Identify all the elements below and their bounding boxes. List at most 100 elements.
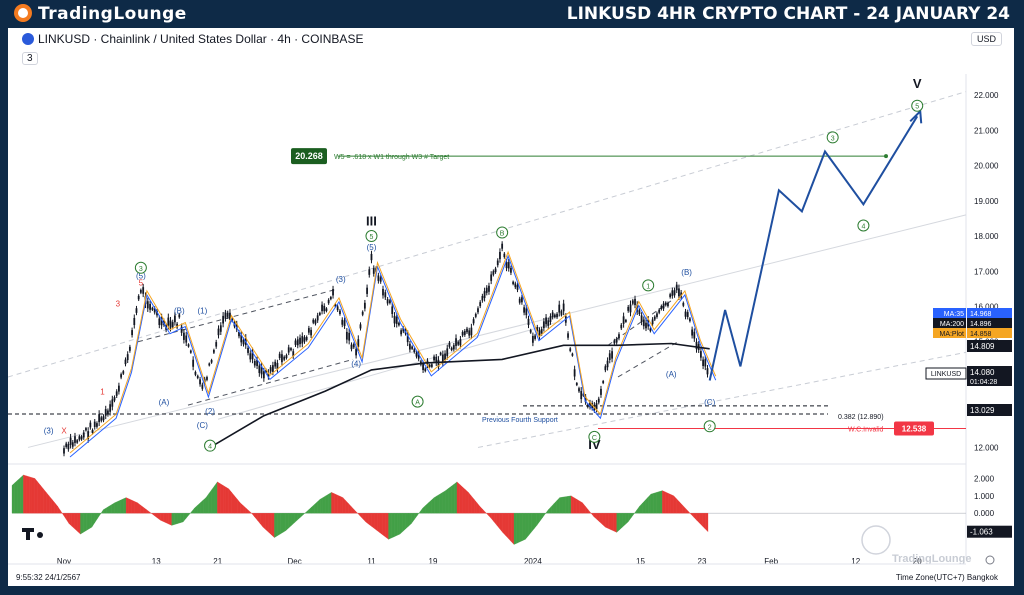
symbol-tag: LINKUSD: [931, 371, 961, 378]
candle-body: [352, 344, 355, 348]
oscillator-bar: [294, 513, 298, 524]
candle-body: [649, 328, 652, 332]
wave-channel-right-bottom: [617, 341, 679, 378]
candle-body: [69, 437, 72, 445]
candle-body: [569, 348, 572, 351]
oscillator-bar: [274, 513, 278, 538]
ma-tag-name: MA:200: [940, 321, 964, 328]
candle-body: [645, 322, 647, 329]
wave-circle-label: 3: [831, 135, 835, 142]
oscillator-bar: [434, 495, 438, 514]
candle-body: [256, 359, 258, 366]
candle-body: [305, 336, 308, 341]
target-badge: [291, 148, 327, 165]
oscillator-bar: [590, 513, 595, 518]
oscillator-bar: [311, 504, 315, 514]
candle-body: [589, 402, 591, 408]
oscillator-bar: [188, 511, 192, 516]
oscillator-bar: [528, 513, 532, 537]
candle-body: [139, 289, 142, 293]
chart-svg[interactable]: 12.00013.00014.00015.00016.00017.00018.0…: [8, 28, 1014, 586]
target-end-dot: [884, 154, 888, 159]
ma-value-bg: [967, 318, 1012, 328]
oscillator-bar: [88, 513, 93, 530]
candle-body: [514, 283, 517, 288]
target-label: W5 = .618 x W1 through W3 # Target: [334, 154, 449, 161]
ma-tag-name: MA:Plot: [939, 331, 964, 338]
candle-body: [435, 357, 438, 364]
candle-body: [120, 374, 123, 378]
oscillator-bar: [582, 502, 586, 514]
wave-circle-icon: [857, 219, 870, 232]
candle-body: [494, 268, 497, 273]
wave-circle-icon: [588, 430, 601, 443]
candle-body: [169, 320, 172, 328]
oscillator-bar: [163, 513, 167, 524]
oscillator-bar: [319, 497, 324, 514]
oscillator-bar: [662, 490, 666, 514]
candle-body: [343, 320, 346, 327]
indicator-count[interactable]: 3: [22, 52, 38, 65]
wave-label: 3: [116, 300, 121, 309]
candle-body: [229, 312, 231, 321]
oscillator-bar: [485, 511, 489, 516]
candle-body: [153, 308, 156, 313]
candle-body: [316, 315, 319, 321]
wave-label: V: [913, 76, 922, 91]
oscillator-bar: [605, 513, 609, 529]
candle-body: [149, 303, 151, 310]
wave-circle-label: 4: [208, 444, 212, 451]
candle-body: [602, 380, 605, 384]
candle-body: [122, 371, 125, 374]
candle-body: [357, 339, 360, 348]
oscillator-bar: [476, 502, 480, 514]
candle-body: [377, 275, 380, 281]
candle-body: [196, 375, 199, 379]
oscillator-bar: [251, 513, 255, 518]
candle-body: [253, 360, 256, 366]
candle-body: [631, 300, 634, 304]
oscillator-bar: [125, 497, 130, 514]
candle-body: [459, 339, 462, 346]
oscillator-bar: [103, 507, 107, 514]
symbol-title: LINKUSD · Chainlink / United States Doll…: [38, 32, 364, 46]
y-tick-label: 16.000: [974, 303, 999, 312]
candle-body: [325, 308, 328, 312]
oscillator-bar: [291, 513, 295, 526]
x-tick-label: Feb: [764, 557, 778, 566]
oscillator-bar: [405, 513, 409, 530]
target-value: 20.268: [295, 151, 323, 161]
channel-inner-line: [217, 320, 564, 420]
candle-body: [113, 397, 116, 401]
oscillator-bar: [659, 490, 663, 514]
candle-body: [206, 377, 208, 380]
candle-body: [503, 253, 506, 258]
oscillator-bar: [693, 513, 697, 521]
candle-body: [488, 285, 490, 292]
candle-body: [310, 329, 312, 336]
candle-body: [80, 436, 83, 440]
oscillator-bar: [396, 513, 401, 536]
candle-body: [490, 274, 493, 281]
candle-body: [178, 314, 181, 318]
ma-tag-bg: [933, 328, 966, 338]
candle-body: [551, 312, 554, 318]
currency-button[interactable]: USD: [970, 32, 1002, 46]
candle-body: [210, 360, 213, 363]
oscillator-bar: [74, 513, 78, 532]
last-price: 14.080: [970, 368, 995, 377]
oscillator-bar: [488, 513, 492, 519]
ma-plot-line: [69, 250, 717, 454]
oscillator-bar: [596, 513, 600, 523]
symbol-line[interactable]: LINKUSD · Chainlink / United States Doll…: [22, 32, 363, 46]
candle-body: [301, 336, 304, 344]
oscillator-bar: [408, 513, 412, 527]
oscillator-bar: [533, 513, 538, 530]
oscillator-bar: [511, 513, 515, 545]
oscillator-bar: [197, 502, 201, 514]
oscillator-bar: [699, 513, 703, 527]
oscillator-bar: [40, 484, 44, 514]
oscillator-bar: [379, 513, 383, 536]
candle-body: [287, 347, 290, 353]
candle-body: [560, 311, 563, 315]
